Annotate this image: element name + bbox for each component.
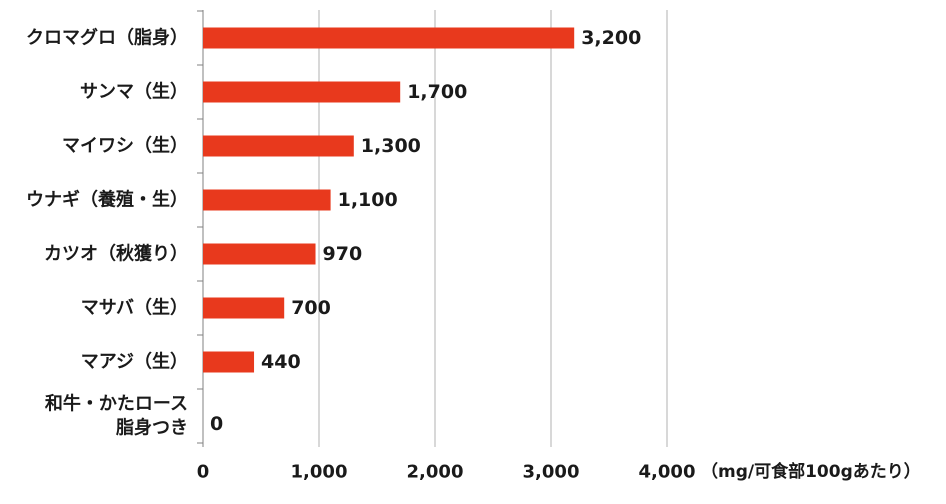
bar	[203, 351, 255, 373]
data-label: 700	[291, 297, 331, 319]
bar	[203, 297, 285, 319]
bar	[203, 189, 331, 211]
x-tick-label: 3,000	[523, 462, 580, 483]
category-label: マサバ（生）	[81, 297, 188, 319]
data-label: 440	[261, 351, 301, 373]
bar	[203, 27, 575, 49]
category-label: 脂身つき	[116, 417, 188, 439]
data-label: 0	[210, 413, 223, 435]
category-label: クロマグロ（脂身）	[26, 27, 188, 49]
bar	[203, 81, 401, 103]
data-label: 1,700	[407, 81, 467, 103]
unit-label: （mg/可食部100gあたり）	[701, 461, 921, 482]
data-label: 1,100	[338, 189, 398, 211]
bar	[203, 243, 316, 265]
category-label: カツオ（秋獲り）	[44, 243, 188, 265]
x-tick-label: 0	[197, 462, 210, 483]
data-label: 970	[323, 243, 363, 265]
data-label: 1,300	[361, 135, 421, 157]
category-label: マイワシ（生）	[62, 135, 188, 157]
bar	[203, 135, 354, 157]
x-tick-label: 2,000	[407, 462, 464, 483]
data-label: 3,200	[581, 27, 641, 49]
category-label: マアジ（生）	[81, 351, 188, 373]
category-label: ウナギ（養殖・生）	[26, 189, 188, 211]
x-tick-label: 4,000	[639, 462, 696, 483]
category-label: 和牛・かたロース	[45, 393, 188, 415]
category-label: サンマ（生）	[80, 81, 188, 103]
x-tick-label: 1,000	[291, 462, 348, 483]
